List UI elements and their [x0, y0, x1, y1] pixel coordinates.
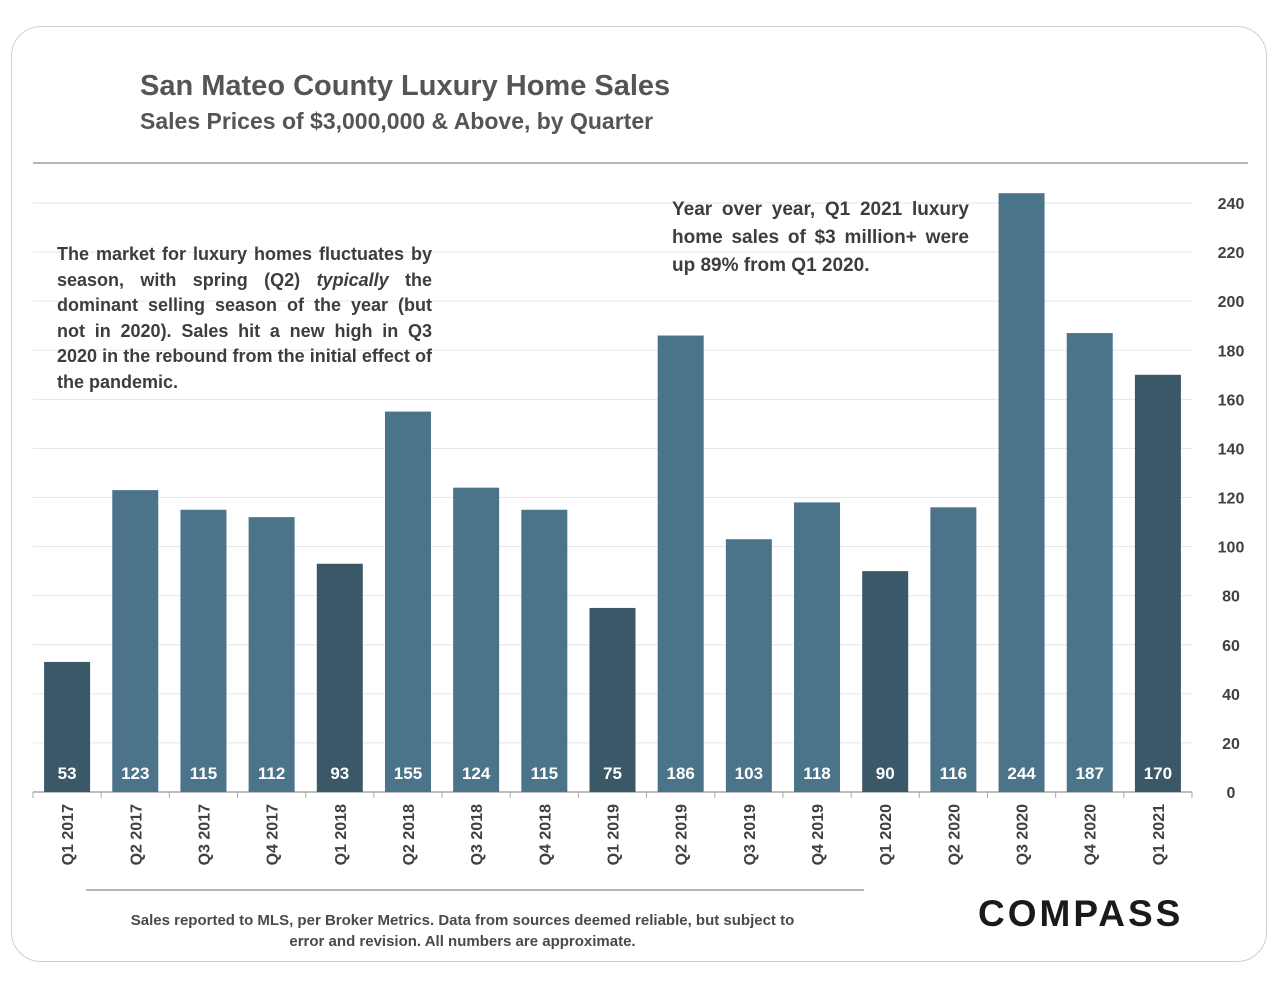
seasonality-annotation: The market for luxury homes fluctuates b…	[57, 242, 432, 396]
x-tick-label: Q4 2018	[537, 804, 554, 865]
y-tick-label: 40	[1222, 687, 1240, 704]
yoy-annotation: Year over year, Q1 2021 luxury home sale…	[672, 199, 969, 276]
data-label: 186	[666, 764, 694, 783]
x-tick-label: Q4 2017	[265, 804, 282, 865]
x-tick-label: Q4 2019	[810, 804, 827, 865]
x-tick-label: Q1 2019	[606, 804, 623, 865]
y-tick-label: 140	[1218, 441, 1245, 458]
bar	[248, 517, 295, 792]
bar	[316, 563, 363, 792]
bar	[44, 661, 91, 792]
data-label: 103	[735, 764, 763, 783]
bar	[794, 502, 841, 792]
seasonality-text-end: the dominant selling season of the year …	[57, 269, 432, 392]
x-tick-label: Q1 2017	[60, 804, 77, 865]
compass-logo: COMPASS	[978, 893, 1184, 934]
chart-title: San Mateo County Luxury Home Sales	[140, 70, 671, 102]
y-tick-label: 120	[1218, 491, 1245, 508]
source-footnote: Sales reported to MLS, per Broker Metric…	[130, 912, 795, 950]
y-tick-label: 160	[1218, 392, 1245, 409]
x-tick-label: Q3 2019	[742, 804, 759, 865]
data-label: 244	[1007, 764, 1036, 783]
data-label: 116	[940, 764, 967, 783]
data-label: 170	[1144, 764, 1172, 783]
bar	[725, 539, 772, 792]
x-tick-label: Q2 2017	[128, 804, 145, 865]
data-label: 155	[394, 764, 422, 783]
y-tick-label: 180	[1218, 343, 1245, 360]
data-label: 90	[876, 764, 895, 783]
bar	[862, 571, 909, 792]
bar	[998, 193, 1045, 792]
x-tick-label: Q4 2020	[1083, 804, 1100, 865]
bar	[384, 411, 431, 792]
bar	[930, 507, 977, 792]
x-tick-label: Q1 2021	[1151, 804, 1168, 865]
data-label: 75	[603, 764, 622, 783]
data-label: 118	[803, 764, 830, 783]
seasonality-text-start: The market for luxury homes fluctuates b…	[57, 244, 432, 290]
y-tick-label: 240	[1218, 196, 1245, 213]
bar	[112, 490, 159, 792]
footer-divider	[86, 889, 864, 891]
bar	[180, 509, 227, 792]
y-tick-label: 220	[1218, 245, 1245, 262]
data-label: 115	[190, 764, 217, 783]
bar	[453, 487, 500, 792]
x-tick-label: Q2 2020	[946, 804, 963, 865]
bar	[521, 509, 568, 792]
bar	[1134, 374, 1181, 792]
x-tick-label: Q3 2018	[469, 804, 486, 865]
data-label: 53	[58, 764, 77, 783]
bar	[657, 335, 704, 792]
data-label: 112	[258, 764, 285, 783]
bar	[589, 607, 636, 792]
data-label: 187	[1076, 764, 1104, 783]
x-tick-label: Q3 2017	[196, 804, 213, 865]
y-tick-label: 100	[1218, 540, 1245, 557]
y-tick-label: 80	[1222, 589, 1240, 606]
y-tick-label: 60	[1222, 638, 1240, 655]
data-label: 124	[462, 764, 491, 783]
x-tick-label: Q2 2019	[674, 804, 691, 865]
x-tick-label: Q1 2020	[878, 804, 895, 865]
data-label: 93	[330, 764, 349, 783]
chart-frame	[11, 26, 1267, 962]
y-tick-label: 0	[1227, 785, 1236, 802]
x-tick-label: Q3 2020	[1015, 804, 1032, 865]
y-tick-label: 20	[1222, 736, 1240, 753]
x-tick-label: Q2 2018	[401, 804, 418, 865]
seasonality-emphasis: typically	[316, 269, 389, 290]
x-tick-label: Q1 2018	[333, 804, 350, 865]
bar	[1066, 333, 1113, 792]
data-label: 123	[121, 764, 149, 783]
y-tick-label: 200	[1218, 294, 1245, 311]
data-label: 115	[531, 764, 558, 783]
header-divider	[33, 162, 1248, 164]
chart-subtitle: Sales Prices of $3,000,000 & Above, by Q…	[140, 108, 654, 134]
